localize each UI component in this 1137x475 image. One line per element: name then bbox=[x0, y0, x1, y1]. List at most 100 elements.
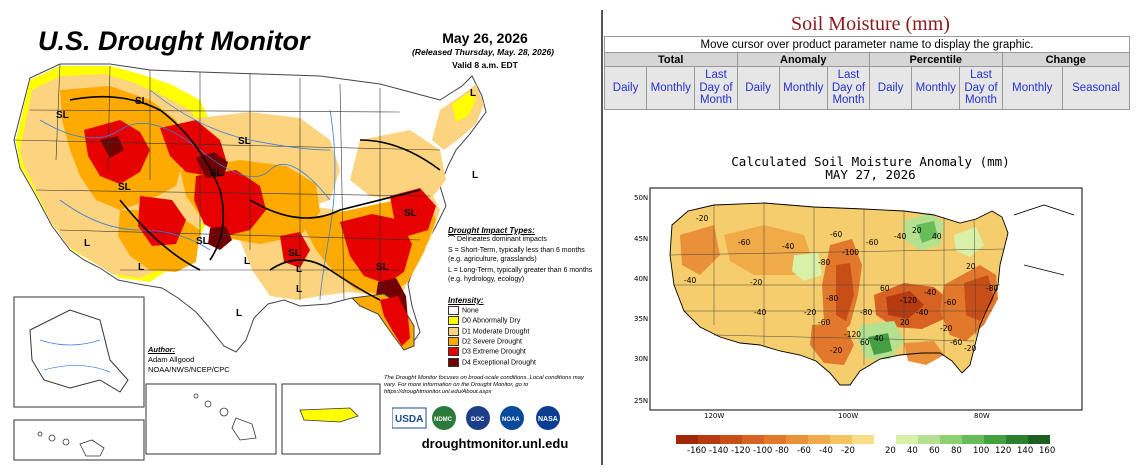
link-percentile-daily[interactable]: Daily bbox=[868, 66, 913, 110]
drought-monitor-url[interactable]: droughtmonitor.unl.edu bbox=[421, 436, 569, 451]
map-label: SL bbox=[210, 168, 223, 179]
map-label: L bbox=[84, 238, 90, 249]
colorbar-swatch bbox=[786, 435, 808, 444]
colorbar-tick-label: -140 bbox=[709, 446, 729, 456]
contour-label: -60 bbox=[818, 318, 830, 327]
instruction-text: Move cursor over product parameter name … bbox=[604, 36, 1130, 53]
intensity-label: D3 Extreme Drought bbox=[462, 348, 526, 356]
link-percentile-last-day[interactable]: Last Day of Month bbox=[959, 66, 1003, 110]
colorbar-tick-label: -100 bbox=[753, 446, 773, 456]
anomaly-chart-date: MAY 27, 2026 bbox=[825, 167, 916, 182]
contour-label: 20 bbox=[900, 318, 910, 327]
contour-label: -20 bbox=[940, 324, 952, 333]
lat-label: 35N bbox=[634, 315, 648, 323]
link-change-monthly[interactable]: Monthly bbox=[1001, 66, 1064, 110]
link-change-seasonal[interactable]: Seasonal bbox=[1062, 66, 1130, 110]
release-date: (Released Thursday, May. 28, 2026) bbox=[411, 47, 555, 57]
drought-monitor-title: U.S. Drought Monitor bbox=[38, 26, 310, 56]
link-percentile-monthly[interactable]: Monthly bbox=[911, 66, 961, 110]
contour-label: -20 bbox=[830, 346, 842, 355]
link-anomaly-daily[interactable]: Daily bbox=[736, 66, 780, 110]
svg-text:NOAA: NOAA bbox=[502, 417, 520, 423]
disclaimer-note: The Drought Monitor focuses on broad-sca… bbox=[384, 375, 584, 395]
anomaly-chart-title: Calculated Soil Moisture Anomaly (mm) MA… bbox=[604, 155, 1137, 181]
intensity-label: D0 Abnormally Dry bbox=[462, 317, 521, 325]
map-label: SL bbox=[404, 208, 417, 219]
contour-label: 20 bbox=[912, 226, 922, 235]
contour-label: -80 bbox=[818, 258, 830, 267]
colorbar-swatch bbox=[676, 435, 698, 444]
contour-label: -80 bbox=[826, 294, 838, 303]
intensity-swatch bbox=[448, 357, 459, 367]
intensity-row: D1 Moderate Drought bbox=[448, 326, 598, 337]
colorbar-tick-label: 120 bbox=[995, 446, 1012, 456]
contour-label: -60 bbox=[738, 238, 750, 247]
lat-label: 25N bbox=[634, 397, 648, 405]
contour-label: 20 bbox=[966, 262, 976, 271]
colorbar-swatch bbox=[764, 435, 786, 444]
contour-label: -60 bbox=[944, 298, 956, 307]
link-total-daily[interactable]: Daily bbox=[603, 66, 648, 110]
impact-delineates-row: ⌒ Delineates dominant impacts bbox=[448, 235, 598, 244]
colorbar-tick-label: 60 bbox=[929, 446, 940, 456]
colorbar-tick-label: 100 bbox=[973, 446, 990, 456]
colorbar-tick-label: -80 bbox=[775, 446, 789, 456]
colorbar-tick-label: -20 bbox=[841, 446, 855, 456]
lon-label: 100W bbox=[838, 412, 858, 420]
colorbar-swatch bbox=[698, 435, 720, 444]
colorbar-tick-label: 140 bbox=[1017, 446, 1034, 456]
colorbar-swatch bbox=[720, 435, 742, 444]
intensity-row: D2 Severe Drought bbox=[448, 337, 598, 347]
lat-label: 45N bbox=[634, 235, 648, 243]
intensity-swatch bbox=[448, 337, 459, 347]
colorbar-labels: -160 -140 -120 -100 -80 -60 -40 -20 20 40 60 80 100 1… bbox=[676, 446, 1076, 458]
lat-label: 30N bbox=[634, 355, 648, 363]
contour-label: -60 bbox=[950, 338, 962, 347]
colorbar-swatch bbox=[984, 435, 1006, 444]
colorbar-swatch bbox=[852, 435, 874, 444]
colorbar-swatch bbox=[918, 435, 940, 444]
contour-label: -60 bbox=[866, 238, 878, 247]
impact-long-term: L = Long-Term, typically greater than 6 … bbox=[448, 267, 593, 283]
colorbar-swatch bbox=[808, 435, 830, 444]
ndmc-logo: NDMC bbox=[432, 406, 456, 430]
colorbar-tick-label: -40 bbox=[819, 446, 833, 456]
lat-label: 40N bbox=[634, 275, 648, 283]
colorbar-swatch bbox=[940, 435, 962, 444]
contour-label: -40 bbox=[924, 288, 936, 297]
intensity-row: None bbox=[448, 306, 598, 316]
contour-label: -20 bbox=[750, 278, 762, 287]
colorbar-tick-label: 40 bbox=[907, 446, 918, 456]
anomaly-map: -20 -40 -60 -20 -40 -60 -80 -100 -20 -40… bbox=[634, 187, 1083, 420]
link-anomaly-monthly[interactable]: Monthly bbox=[778, 66, 828, 110]
impact-types-legend: Drought Impact Types: ⌒ Delineates domin… bbox=[448, 226, 598, 284]
lon-label: 80W bbox=[974, 412, 990, 420]
map-label: L bbox=[244, 256, 250, 267]
contour-label: -60 bbox=[830, 230, 842, 239]
map-label: L bbox=[296, 264, 302, 275]
map-label: SL bbox=[288, 248, 301, 259]
svg-text:NDMC: NDMC bbox=[434, 417, 453, 423]
contour-label: 40 bbox=[932, 232, 942, 241]
link-total-last-day[interactable]: Last Day of Month bbox=[694, 66, 738, 110]
drought-monitor-panel: SL SL SL SL SL SL SL SL SL L L L L L L L… bbox=[13, 26, 598, 461]
soil-moisture-title: Soil Moisture (mm) bbox=[791, 13, 950, 35]
intensity-row: D4 Exceptional Drought bbox=[448, 357, 598, 368]
colorbar-swatch bbox=[742, 435, 764, 444]
contour-label: -20 bbox=[964, 344, 976, 353]
pane-divider bbox=[601, 10, 603, 465]
author-org: NOAA/NWS/NCEP/CPC bbox=[148, 365, 230, 374]
map-date: May 26, 2026 bbox=[442, 30, 528, 46]
link-anomaly-last-day[interactable]: Last Day of Month bbox=[826, 66, 871, 110]
anomaly-chart-heading: Calculated Soil Moisture Anomaly (mm) bbox=[731, 154, 1010, 169]
intensity-swatch bbox=[448, 347, 459, 357]
colorbar-tick-label: -160 bbox=[687, 446, 707, 456]
map-label: L bbox=[472, 170, 478, 181]
contour-label: -120 bbox=[900, 296, 917, 305]
contour-label: -100 bbox=[842, 248, 859, 257]
intensity-row: D0 Abnormally Dry bbox=[448, 316, 598, 326]
link-total-monthly[interactable]: Monthly bbox=[646, 66, 696, 110]
colorbar-swatch bbox=[830, 435, 852, 444]
usda-logo: USDA bbox=[391, 407, 427, 429]
colorbar-swatch bbox=[896, 435, 918, 444]
